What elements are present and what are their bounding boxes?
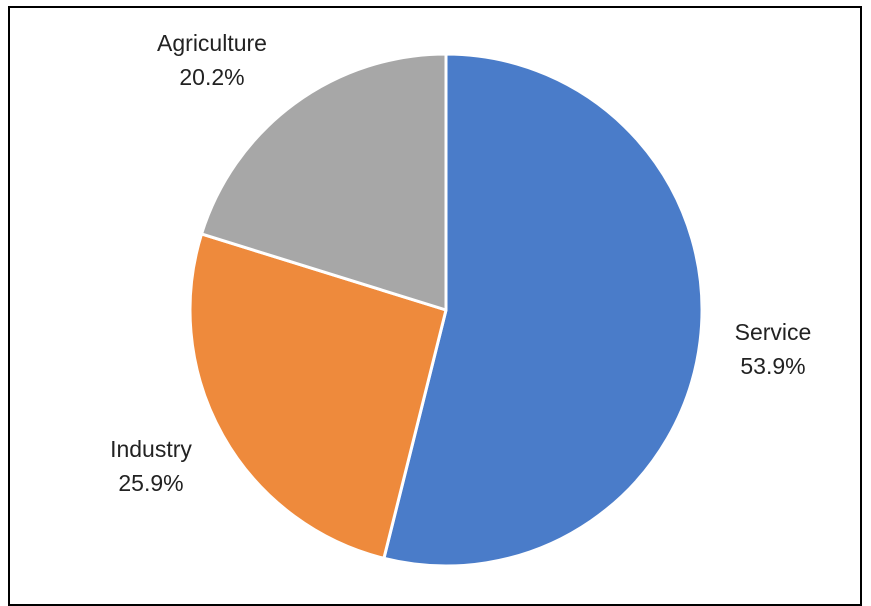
pie-slice-industry bbox=[188, 232, 448, 560]
slice-label-industry-value: 25.9% bbox=[118, 470, 183, 496]
pie-labels: Service 53.9% Industry 25.9% Agriculture… bbox=[110, 30, 811, 496]
pie-slice-service bbox=[382, 52, 704, 568]
slice-label-agriculture-value: 20.2% bbox=[179, 64, 244, 90]
slice-label-agriculture-name: Agriculture bbox=[157, 30, 267, 56]
slice-label-industry-name: Industry bbox=[110, 436, 192, 462]
pie-slices bbox=[188, 52, 704, 568]
slice-label-service-value: 53.9% bbox=[740, 353, 805, 379]
slice-label-service-name: Service bbox=[735, 319, 812, 345]
pie-slice-agriculture bbox=[200, 52, 448, 312]
